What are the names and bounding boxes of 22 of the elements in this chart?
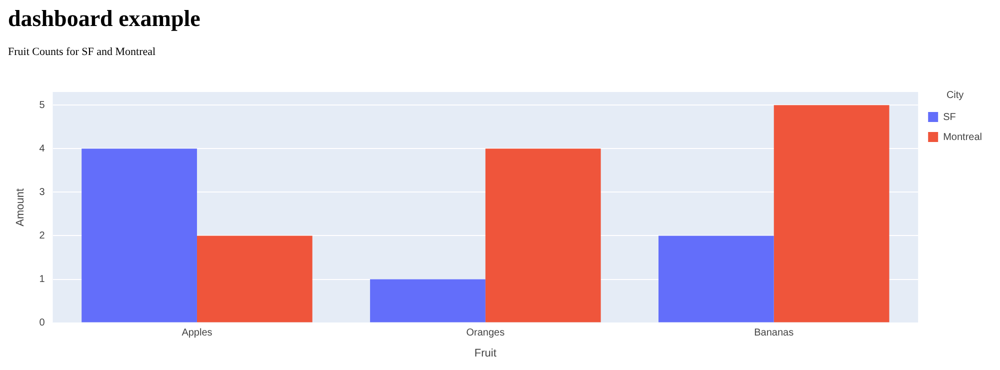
y-tick-label: 2 <box>39 230 46 242</box>
y-tick-label: 0 <box>39 318 46 329</box>
y-axis-title: Amount <box>14 188 27 226</box>
legend-label: SF <box>943 112 956 123</box>
legend-label: Montreal <box>943 132 982 143</box>
bar <box>658 236 774 322</box>
x-tick-label: Oranges <box>466 328 505 339</box>
chart-title: dashboard example <box>8 6 200 32</box>
y-tick-label: 3 <box>39 186 46 198</box>
bar <box>370 279 486 322</box>
bar <box>196 236 312 322</box>
bar <box>485 148 601 322</box>
y-tick-label: 5 <box>39 100 46 111</box>
bar <box>774 105 890 322</box>
x-axis-title: Fruit <box>474 347 496 360</box>
bar <box>82 148 197 322</box>
x-tick-label: Apples <box>182 328 212 339</box>
y-tick-label: 4 <box>39 143 46 154</box>
x-tick-label: Bananas <box>754 328 794 339</box>
y-tick-label: 1 <box>39 274 46 286</box>
chart-subtitle: Fruit Counts for SF and Montreal <box>8 46 156 58</box>
legend-title: City <box>946 90 964 101</box>
